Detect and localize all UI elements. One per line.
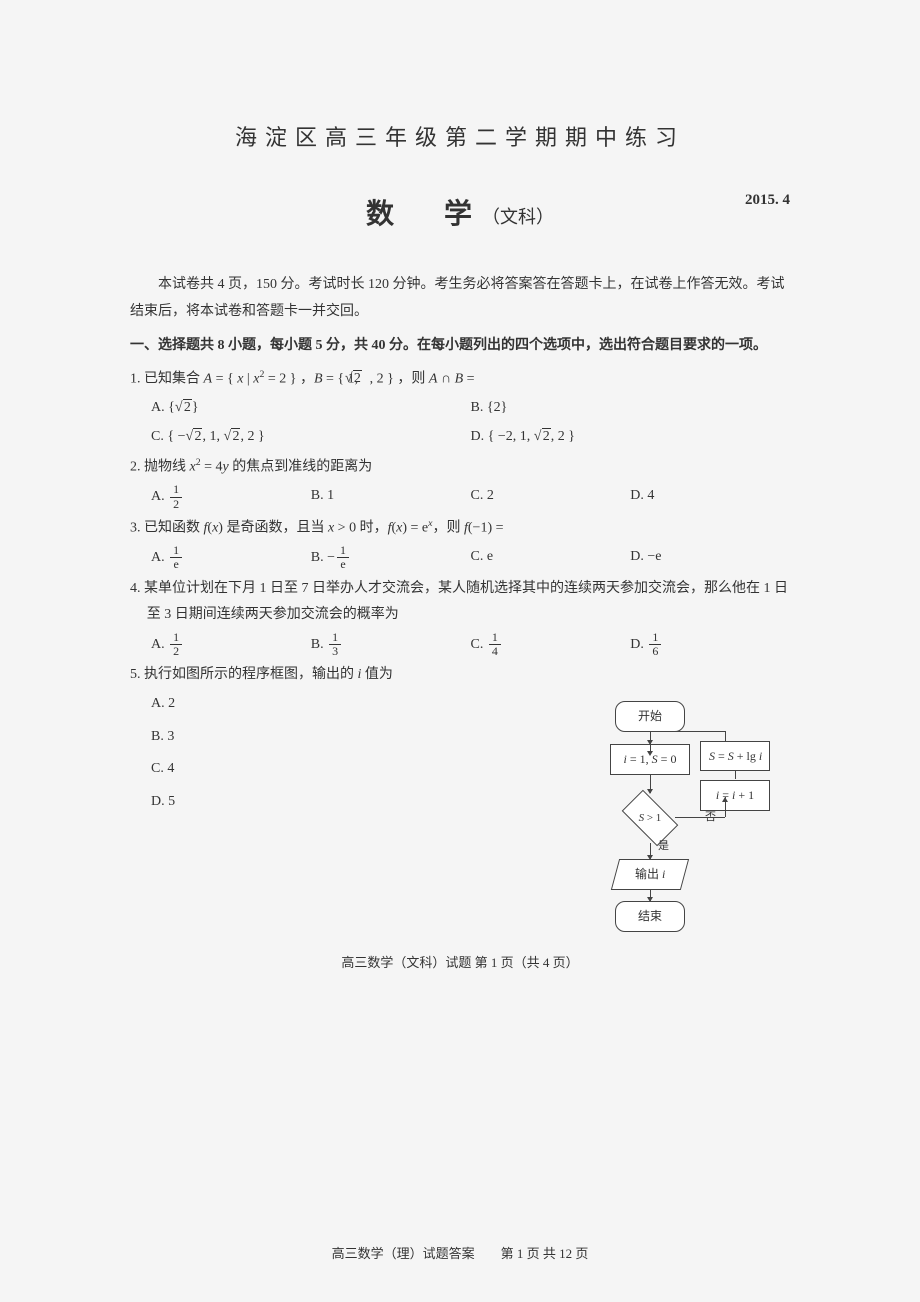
- section-1-heading: 一、选择题共 8 小题，每小题 5 分，共 40 分。在每小题列出的四个选项中，…: [151, 333, 790, 360]
- q1-stem: 1. 已知集合 A = { x | x2 = 2 } ，B = { 1, 2, …: [147, 366, 790, 393]
- q2-option-b: B. 1: [311, 483, 471, 511]
- q2-option-d: D. 4: [630, 483, 790, 511]
- exam-date: 2015. 4: [745, 192, 790, 209]
- q3-option-d: D. −e: [630, 544, 790, 572]
- fc-start: 开始: [615, 701, 685, 732]
- fc-assign-s: S = S + lg i: [700, 741, 770, 772]
- q5-option-c: C. 4: [151, 756, 590, 783]
- q2-option-c: C. 2: [471, 483, 631, 511]
- q4-option-b: B. 13: [311, 631, 471, 659]
- fc-decision: S > 1: [622, 789, 679, 846]
- exam-title: 海淀区高三年级第二学期期中练习: [130, 120, 790, 152]
- q4-option-d: D. 16: [630, 631, 790, 659]
- fc-end: 结束: [615, 901, 685, 932]
- fc-output: 输出 i: [611, 859, 689, 890]
- instructions: 本试卷共 4 页，150 分。考试时长 120 分钟。考生务必将答案答在答题卡上…: [130, 272, 790, 325]
- q5-option-b: B. 3: [151, 724, 590, 751]
- question-3: 3. 已知函数 f(x) 是奇函数，且当 x > 0 时，f(x) = ex，则…: [130, 515, 790, 572]
- subject-row: 数学 （文科） 2015. 4: [130, 192, 790, 232]
- q3-option-b: B. −1e: [311, 544, 471, 572]
- q2-stem: 2. 抛物线 x2 = 4y 的焦点到准线的距离为: [147, 454, 790, 481]
- q3-option-a: A. 1e: [151, 544, 311, 572]
- q1-option-d: D. { −2, 1, 2, 2 }: [471, 424, 791, 451]
- fc-assign-i: i = i + 1: [700, 780, 770, 811]
- q1-option-a: A. {2}: [151, 395, 471, 422]
- footer2-left: 高三数学（理）试题答案: [332, 1246, 475, 1261]
- q1-option-b: B. {2}: [471, 395, 791, 422]
- q5-stem: 5. 执行如图所示的程序框图，输出的 i 值为: [147, 662, 790, 689]
- fc-yes-label: 是: [658, 836, 669, 857]
- question-2: 2. 抛物线 x2 = 4y 的焦点到准线的距离为 A. 12 B. 1 C. …: [130, 454, 790, 511]
- q4-stem: 4. 某单位计划在下月 1 日至 7 日举办人才交流会，某人随机选择其中的连续两…: [147, 576, 790, 629]
- question-1: 1. 已知集合 A = { x | x2 = 2 } ，B = { 1, 2, …: [130, 366, 790, 450]
- page-footer-2: 高三数学（理）试题答案 第 1 页 共 12 页: [0, 1243, 920, 1262]
- q5-option-a: A. 2: [151, 691, 590, 718]
- q4-option-a: A. 12: [151, 631, 311, 659]
- q1-option-c: C. { −2, 1, 2, 2 }: [151, 424, 471, 451]
- page-footer-1: 高三数学（文科）试题 第 1 页（共 4 页）: [130, 952, 790, 971]
- subject-track: （文科）: [482, 203, 554, 229]
- question-5: 5. 执行如图所示的程序框图，输出的 i 值为 A. 2 B. 3 C. 4 D…: [130, 662, 790, 932]
- question-4: 4. 某单位计划在下月 1 日至 7 日举办人才交流会，某人随机选择其中的连续两…: [130, 576, 790, 659]
- q4-option-c: C. 14: [471, 631, 631, 659]
- q5-option-d: D. 5: [151, 789, 590, 816]
- footer2-right: 第 1 页 共 12 页: [501, 1246, 589, 1261]
- q3-option-c: C. e: [471, 544, 631, 572]
- q3-stem: 3. 已知函数 f(x) 是奇函数，且当 x > 0 时，f(x) = ex，则…: [147, 515, 790, 542]
- flowchart: 开始 i = 1, S = 0 S > 1 否 是 S = S + lg i: [590, 701, 790, 932]
- q2-option-a: A. 12: [151, 483, 311, 511]
